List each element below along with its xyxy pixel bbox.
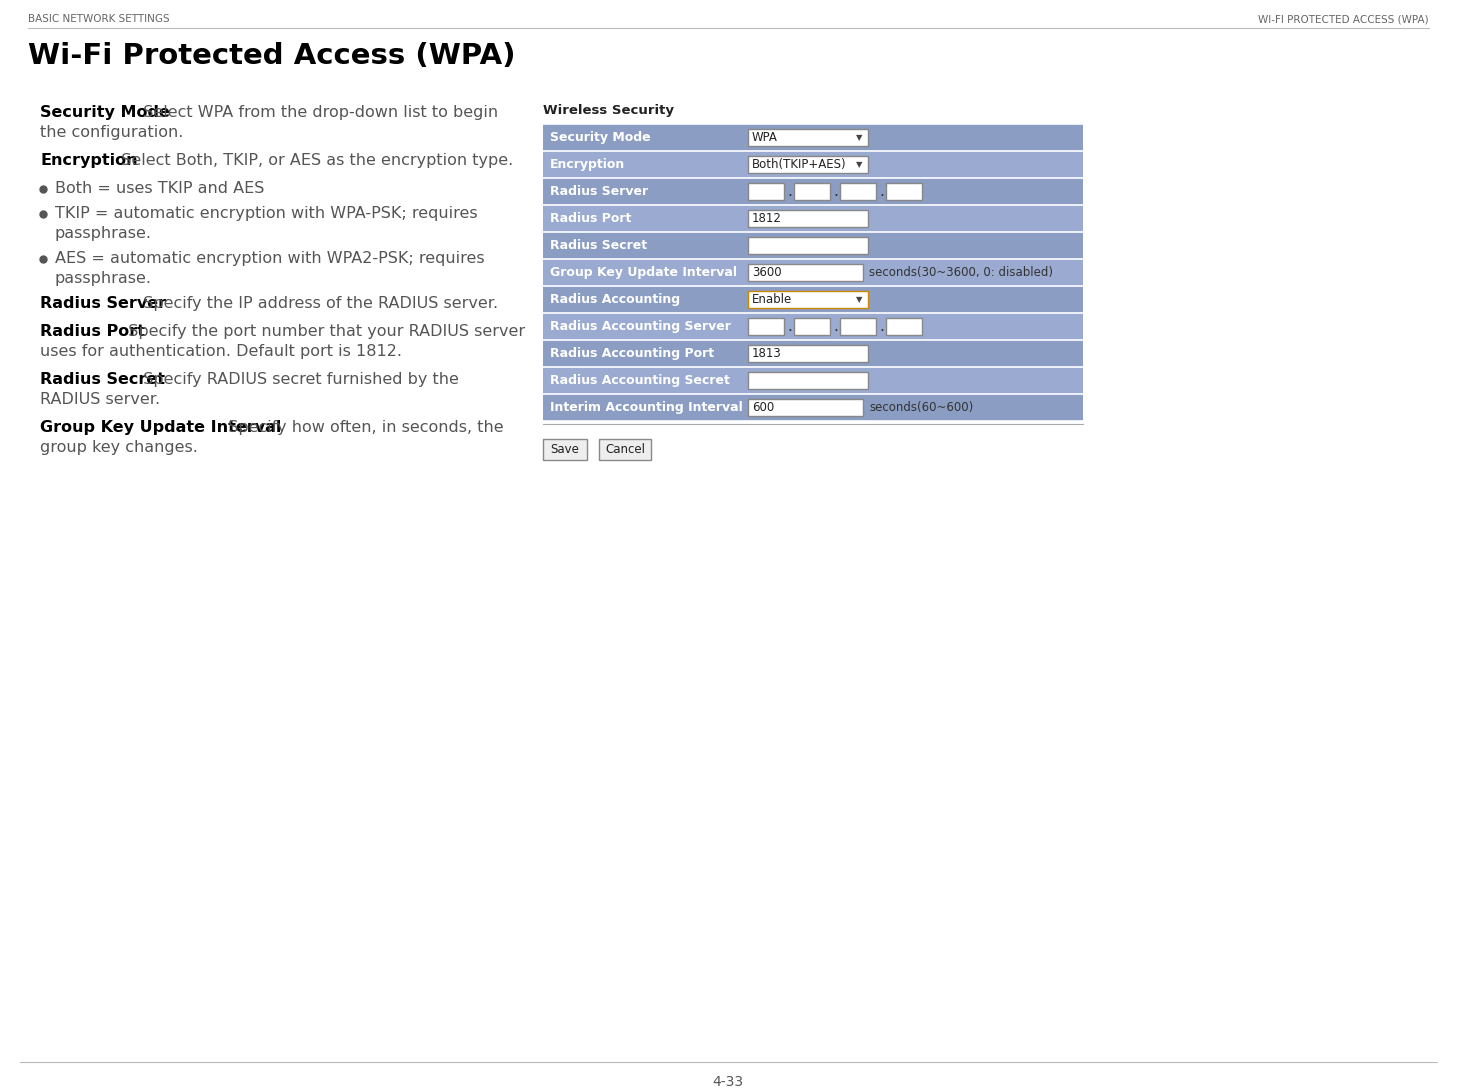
- Text: Specify the IP address of the RADIUS server.: Specify the IP address of the RADIUS ser…: [133, 296, 498, 311]
- Text: Specify RADIUS secret furnished by the: Specify RADIUS secret furnished by the: [133, 372, 459, 387]
- Bar: [747, 183, 784, 200]
- Text: passphrase.: passphrase.: [55, 226, 152, 241]
- Bar: [747, 317, 784, 335]
- Text: the configuration.: the configuration.: [39, 125, 184, 140]
- Bar: [747, 156, 868, 173]
- Text: Radius Accounting: Radius Accounting: [549, 293, 680, 305]
- Bar: [543, 259, 1083, 286]
- Bar: [794, 317, 830, 335]
- Text: group key changes.: group key changes.: [39, 440, 198, 455]
- FancyBboxPatch shape: [599, 439, 651, 460]
- Text: Radius Accounting Server: Radius Accounting Server: [549, 320, 731, 333]
- Bar: [543, 313, 1083, 340]
- Text: Radius Secret: Radius Secret: [39, 372, 165, 387]
- Text: Radius Port: Radius Port: [39, 324, 146, 339]
- Text: passphrase.: passphrase.: [55, 271, 152, 286]
- Text: .: .: [879, 319, 884, 334]
- Text: Both = uses TKIP and AES: Both = uses TKIP and AES: [55, 181, 264, 196]
- Bar: [543, 286, 1083, 313]
- Text: ▼: ▼: [857, 160, 863, 169]
- Text: Encryption: Encryption: [549, 158, 625, 171]
- Text: .: .: [787, 184, 791, 199]
- Text: .: .: [833, 184, 838, 199]
- Bar: [794, 183, 830, 200]
- Text: ▼: ▼: [857, 133, 863, 142]
- Bar: [543, 151, 1083, 178]
- Bar: [543, 205, 1083, 232]
- Text: Group Key Update Interval: Group Key Update Interval: [39, 420, 281, 435]
- Text: Enable: Enable: [752, 293, 793, 305]
- FancyBboxPatch shape: [543, 439, 587, 460]
- Text: uses for authentication. Default port is 1812.: uses for authentication. Default port is…: [39, 344, 402, 359]
- Text: .: .: [833, 319, 838, 334]
- Text: 1813: 1813: [752, 347, 782, 360]
- Bar: [543, 124, 1083, 151]
- Text: TKIP = automatic encryption with WPA-PSK; requires: TKIP = automatic encryption with WPA-PSK…: [55, 206, 478, 221]
- Bar: [543, 367, 1083, 394]
- Text: seconds(60~600): seconds(60~600): [868, 401, 973, 413]
- Text: Both(TKIP+AES): Both(TKIP+AES): [752, 158, 847, 171]
- Bar: [543, 232, 1083, 259]
- Bar: [841, 183, 876, 200]
- Text: Save: Save: [551, 443, 580, 456]
- Text: RADIUS server.: RADIUS server.: [39, 392, 160, 407]
- Text: AES = automatic encryption with WPA2-PSK; requires: AES = automatic encryption with WPA2-PSK…: [55, 251, 485, 266]
- Text: Interim Accounting Interval: Interim Accounting Interval: [549, 401, 743, 413]
- Text: Select WPA from the drop-down list to begin: Select WPA from the drop-down list to be…: [133, 105, 498, 120]
- Text: Radius Server: Radius Server: [39, 296, 166, 311]
- Bar: [543, 178, 1083, 205]
- Text: Select Both, TKIP, or AES as the encryption type.: Select Both, TKIP, or AES as the encrypt…: [111, 153, 513, 168]
- Text: ▼: ▼: [857, 295, 863, 304]
- Text: .: .: [787, 319, 791, 334]
- Text: Radius Accounting Port: Radius Accounting Port: [549, 347, 714, 360]
- Text: Security Mode: Security Mode: [549, 131, 651, 144]
- Text: Wireless Security: Wireless Security: [543, 104, 675, 117]
- Bar: [841, 317, 876, 335]
- Bar: [747, 264, 863, 281]
- Text: Encryption: Encryption: [39, 153, 137, 168]
- Bar: [747, 291, 868, 308]
- Text: seconds(30~3600, 0: disabled): seconds(30~3600, 0: disabled): [868, 266, 1053, 279]
- Bar: [886, 183, 922, 200]
- Bar: [747, 129, 868, 146]
- Text: 4-33: 4-33: [712, 1075, 743, 1089]
- Bar: [543, 394, 1083, 421]
- Text: Radius Port: Radius Port: [549, 212, 631, 225]
- Text: Radius Accounting Secret: Radius Accounting Secret: [549, 374, 730, 387]
- Text: WI-FI PROTECTED ACCESS (WPA): WI-FI PROTECTED ACCESS (WPA): [1259, 14, 1429, 24]
- Bar: [747, 237, 868, 254]
- Text: 600: 600: [752, 401, 774, 413]
- Text: Radius Server: Radius Server: [549, 185, 648, 197]
- Text: WPA: WPA: [752, 131, 778, 144]
- Text: Security Mode: Security Mode: [39, 105, 170, 120]
- Text: Radius Secret: Radius Secret: [549, 239, 647, 252]
- Bar: [747, 209, 868, 227]
- Bar: [747, 399, 863, 416]
- Bar: [886, 317, 922, 335]
- Text: Specify the port number that your RADIUS server: Specify the port number that your RADIUS…: [118, 324, 526, 339]
- Text: BASIC NETWORK SETTINGS: BASIC NETWORK SETTINGS: [28, 14, 169, 24]
- Bar: [543, 340, 1083, 367]
- Text: Specify how often, in seconds, the: Specify how often, in seconds, the: [219, 420, 504, 435]
- Text: Wi-Fi Protected Access (WPA): Wi-Fi Protected Access (WPA): [28, 41, 516, 70]
- Text: 3600: 3600: [752, 266, 781, 279]
- Text: 1812: 1812: [752, 212, 782, 225]
- Text: Cancel: Cancel: [605, 443, 645, 456]
- Text: .: .: [879, 184, 884, 199]
- Bar: [747, 372, 868, 389]
- Bar: [747, 345, 868, 362]
- Text: Group Key Update Interval: Group Key Update Interval: [549, 266, 737, 279]
